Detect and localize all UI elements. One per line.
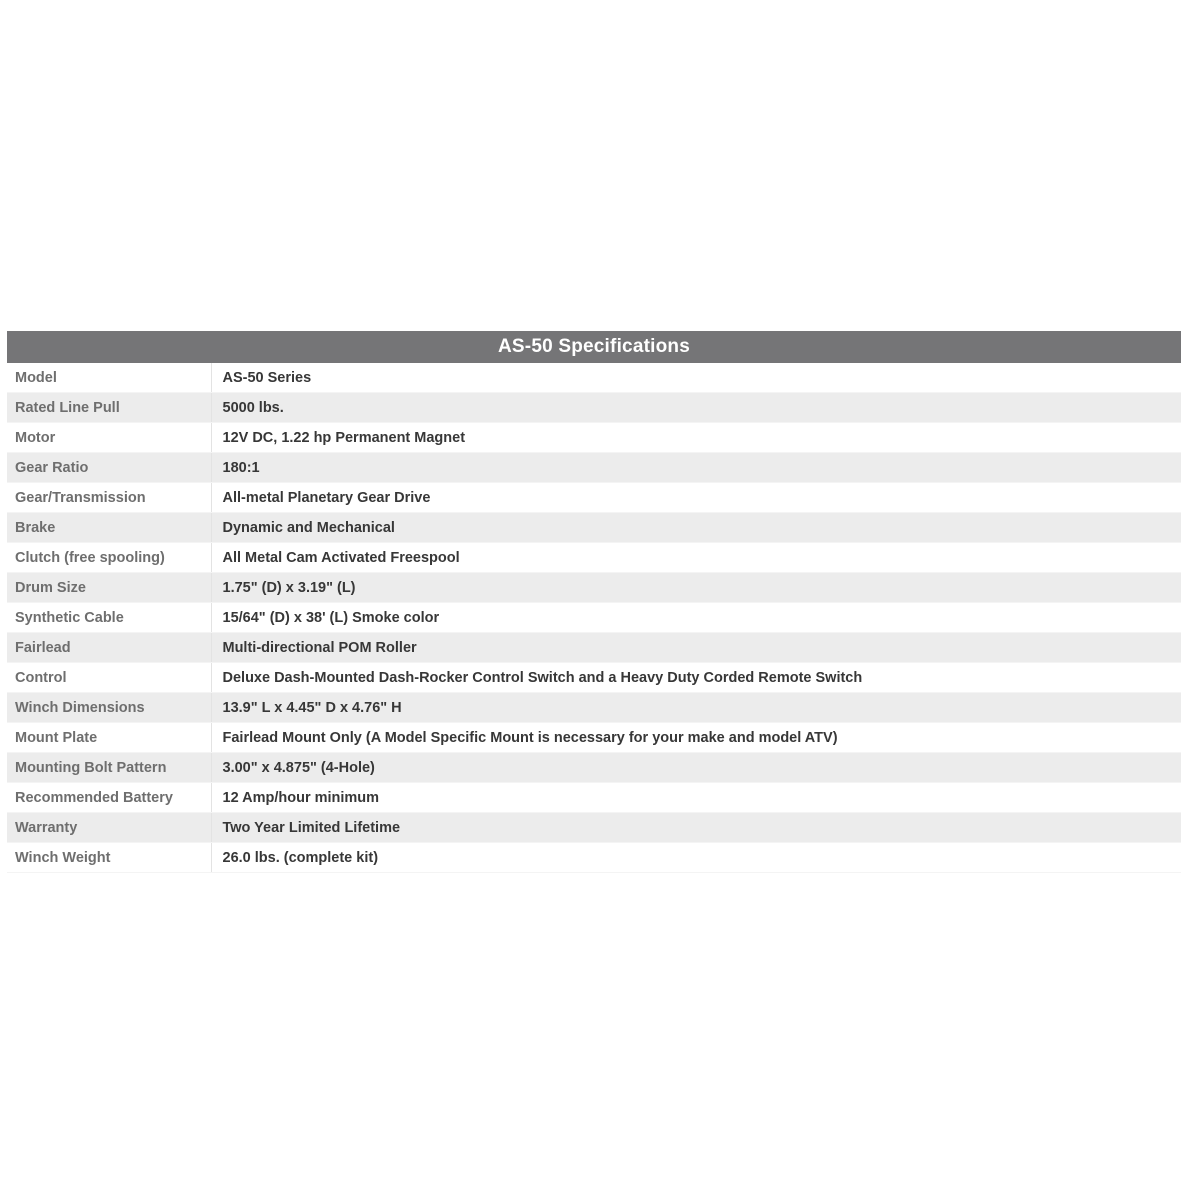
- table-row: Warranty Two Year Limited Lifetime: [7, 812, 1181, 843]
- spec-label: Winch Dimensions: [7, 692, 212, 723]
- spec-value: Fairlead Mount Only (A Model Specific Mo…: [211, 722, 1181, 753]
- table-row: Drum Size 1.75" (D) x 3.19" (L): [7, 572, 1181, 603]
- table-row: Gear/Transmission All-metal Planetary Gea…: [7, 482, 1181, 513]
- specifications-table: AS-50 Specifications Model AS-50 Series Ra…: [7, 331, 1181, 873]
- spec-label: Warranty: [7, 812, 212, 843]
- table-row: Control Deluxe Dash-Mounted Dash-Rocker C…: [7, 662, 1181, 693]
- spec-label: Clutch (free spooling): [7, 542, 212, 573]
- spec-value: Dynamic and Mechanical: [211, 512, 1181, 543]
- spec-value: 12V DC, 1.22 hp Permanent Magnet: [211, 422, 1181, 453]
- spec-value: Multi-directional POM Roller: [211, 632, 1181, 663]
- spec-label: Recommended Battery: [7, 782, 212, 813]
- spec-label: Motor: [7, 422, 212, 453]
- table-title: AS-50 Specifications: [7, 331, 1181, 363]
- table-row: Synthetic Cable 15/64" (D) x 38' (L) Smok…: [7, 602, 1181, 633]
- table-row: Mounting Bolt Pattern 3.00" x 4.875" (4-H…: [7, 752, 1181, 783]
- spec-label: Winch Weight: [7, 842, 212, 873]
- spec-label: Brake: [7, 512, 212, 543]
- spec-label: Synthetic Cable: [7, 602, 212, 633]
- spec-label: Model: [7, 363, 212, 393]
- table-row: Mount Plate Fairlead Mount Only (A Model …: [7, 722, 1181, 753]
- table-row: Recommended Battery 12 Amp/hour minimum: [7, 782, 1181, 813]
- spec-value: 12 Amp/hour minimum: [211, 782, 1181, 813]
- spec-value: 13.9" L x 4.45" D x 4.76" H: [211, 692, 1181, 723]
- spec-value: All-metal Planetary Gear Drive: [211, 482, 1181, 513]
- spec-value: AS-50 Series: [211, 363, 1181, 393]
- table-row: Gear Ratio 180:1: [7, 452, 1181, 483]
- spec-value: 26.0 lbs. (complete kit): [211, 842, 1181, 873]
- spec-value: 3.00" x 4.875" (4-Hole): [211, 752, 1181, 783]
- spec-value: 180:1: [211, 452, 1181, 483]
- spec-label: Gear/Transmission: [7, 482, 212, 513]
- table-row: Winch Dimensions 13.9" L x 4.45" D x 4.76…: [7, 692, 1181, 723]
- spec-label: Drum Size: [7, 572, 212, 603]
- table-row: Motor 12V DC, 1.22 hp Permanent Magnet: [7, 422, 1181, 453]
- spec-label: Mounting Bolt Pattern: [7, 752, 212, 783]
- spec-value: All Metal Cam Activated Freespool: [211, 542, 1181, 573]
- table-row: Clutch (free spooling) All Metal Cam Acti…: [7, 542, 1181, 573]
- spec-value: 5000 lbs.: [211, 392, 1181, 423]
- specifications-table-body: Model AS-50 Series Rated Line Pull 5000 lbs…: [7, 363, 1181, 873]
- table-row: Winch Weight 26.0 lbs. (complete kit): [7, 842, 1181, 873]
- spec-label: Mount Plate: [7, 722, 212, 753]
- spec-value: Two Year Limited Lifetime: [211, 812, 1181, 843]
- table-row: Rated Line Pull 5000 lbs.: [7, 392, 1181, 423]
- spec-label: Gear Ratio: [7, 452, 212, 483]
- spec-value: 1.75" (D) x 3.19" (L): [211, 572, 1181, 603]
- spec-value: 15/64" (D) x 38' (L) Smoke color: [211, 602, 1181, 633]
- table-row: Brake Dynamic and Mechanical: [7, 512, 1181, 543]
- table-row: Fairlead Multi-directional POM Roller: [7, 632, 1181, 663]
- spec-value: Deluxe Dash-Mounted Dash-Rocker Control …: [211, 662, 1181, 693]
- table-row: Model AS-50 Series: [7, 363, 1181, 393]
- spec-label: Fairlead: [7, 632, 212, 663]
- spec-label: Rated Line Pull: [7, 392, 212, 423]
- spec-label: Control: [7, 662, 212, 693]
